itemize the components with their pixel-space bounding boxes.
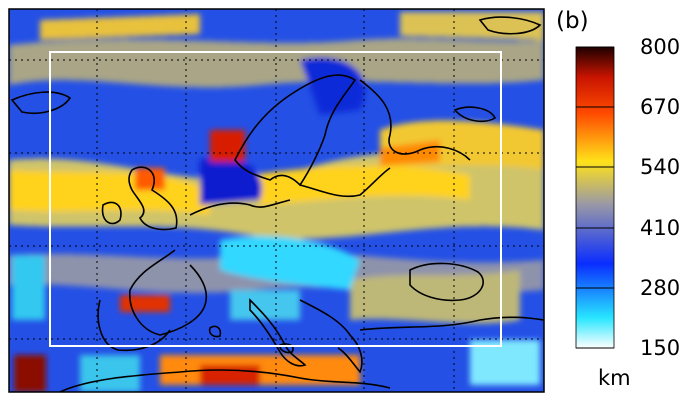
field-layer <box>9 9 544 392</box>
colorbar-gradient <box>575 46 615 349</box>
colorbar-label-540: 540 <box>640 155 681 179</box>
colorbar <box>575 46 615 349</box>
colorbar-label-280: 280 <box>640 276 681 300</box>
colorbar-label-800: 800 <box>640 35 681 59</box>
colorbar-label-410: 410 <box>640 216 681 240</box>
panel-label: (b) <box>556 8 589 34</box>
colorbar-label-670: 670 <box>640 95 681 119</box>
graticule <box>9 9 544 392</box>
coastlines <box>10 16 544 392</box>
colorbar-label-150: 150 <box>640 336 681 360</box>
domain-box <box>49 51 502 347</box>
map-frame <box>8 8 545 393</box>
colorbar-unit: km <box>598 366 631 390</box>
